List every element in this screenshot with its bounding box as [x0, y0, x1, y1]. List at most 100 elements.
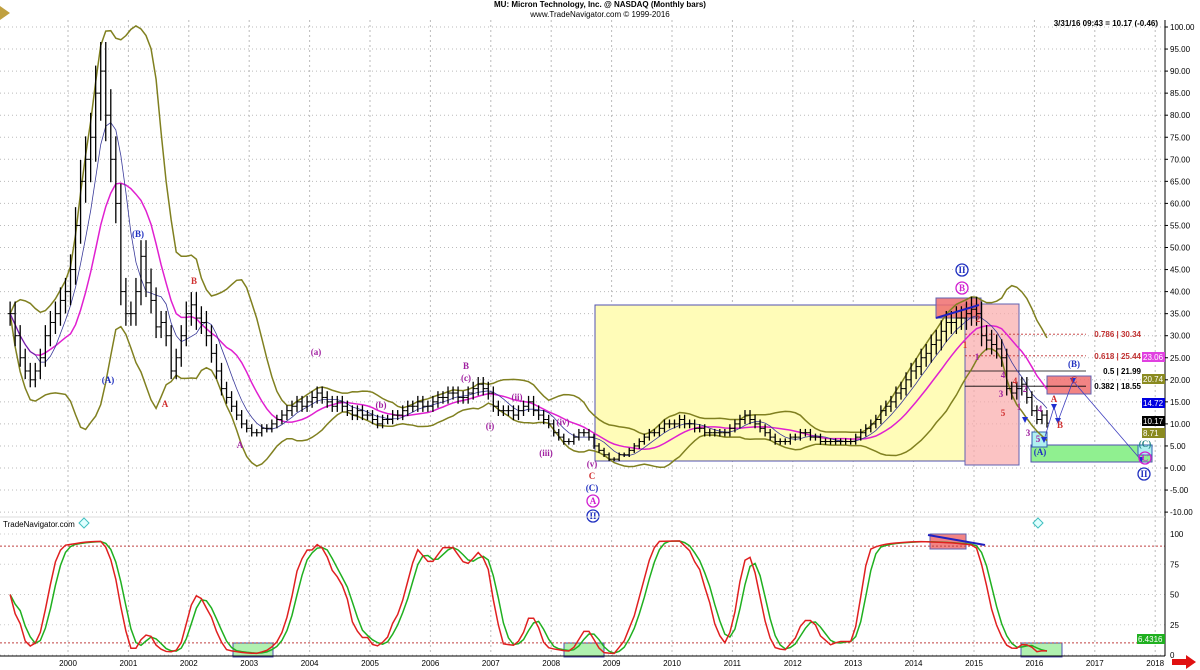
price-tag [1142, 374, 1165, 384]
y-tick-label: 15.00 [1170, 398, 1191, 407]
y-tick-label: 30.00 [1170, 332, 1191, 341]
y-tick-label: 35.00 [1170, 310, 1191, 319]
x-tick-label: 2005 [361, 659, 379, 668]
diamond-marker-icon [1032, 517, 1044, 529]
x-tick-label: 2011 [724, 659, 742, 668]
wave-label: (A) [102, 375, 115, 385]
x-tick-label: 2009 [603, 659, 621, 668]
arrow-head-icon [1051, 404, 1057, 410]
wave-label: B [463, 361, 469, 371]
stoch-tick-label: 100 [1170, 530, 1184, 539]
y-tick-label: 25.00 [1170, 354, 1191, 363]
wave-label-circle [955, 281, 969, 295]
y-tick-label: 70.00 [1170, 155, 1191, 164]
price-tag [1142, 352, 1165, 362]
price-tag [1142, 398, 1165, 408]
x-tick-label: 2015 [965, 659, 983, 668]
wave-label: (iii) [539, 448, 553, 458]
stoch-tick-label: 50 [1170, 591, 1179, 600]
price-tag-label: 23.06 [1143, 353, 1164, 362]
wave-label-circle [586, 509, 600, 523]
wave-label: A [162, 399, 169, 409]
annotation-box [1137, 444, 1153, 456]
x-tick-label: 2006 [422, 659, 440, 668]
wave-label: C [589, 471, 596, 481]
x-tick-label: 2007 [482, 659, 500, 668]
y-tick-label: 60.00 [1170, 199, 1191, 208]
wave-label: (C) [586, 483, 599, 493]
stoch-tick-label: 0 [1170, 651, 1175, 660]
fib-label: 0.786 | 30.34 [1094, 330, 1141, 339]
wave-label-circle [955, 263, 969, 277]
wave-label: II [958, 265, 966, 275]
bollinger-upper [9, 24, 1048, 436]
x-tick-label: 2014 [905, 659, 923, 668]
y-tick-label: 5.00 [1170, 442, 1186, 451]
x-tick-label: 2002 [180, 659, 198, 668]
stochastic-k-line [9, 540, 1047, 655]
wave-label: A [590, 496, 597, 506]
y-tick-label: 55.00 [1170, 221, 1191, 230]
x-tick-label: 2001 [120, 659, 138, 668]
fib-label: 0.382 | 18.55 [1094, 382, 1141, 391]
wave-label: (v) [587, 459, 598, 469]
x-tick-label: 2017 [1086, 659, 1104, 668]
wave-label-circle [1137, 467, 1151, 481]
wave-label: (iv) [557, 417, 570, 427]
arrow-head-icon [1022, 417, 1028, 423]
y-tick-label: 100.00 [1170, 23, 1195, 32]
annotation-box [1030, 444, 1153, 463]
wave-label: 5 [1001, 408, 1006, 418]
brand-label: TradeNavigator.com [3, 520, 75, 529]
x-tick-label: 2012 [784, 659, 802, 668]
y-tick-label: 0.00 [1170, 464, 1186, 473]
wave-label: B [191, 276, 197, 286]
x-tick-label: 2008 [542, 659, 560, 668]
fib-label: 0.5 | 21.99 [1103, 367, 1141, 376]
wave-label: (b) [376, 400, 387, 410]
trend-line [935, 304, 980, 319]
chart-title: MU: Micron Technology, Inc. @ NASDAQ (Mo… [494, 0, 706, 9]
wave-label: (a) [311, 347, 322, 357]
last-quote: 3/31/16 09:43 = 10.17 (-0.46) [1053, 19, 1158, 28]
wave-label: 2 [976, 314, 981, 324]
x-tick-label: 2016 [1026, 659, 1044, 668]
x-tick-label: 2000 [59, 659, 77, 668]
wave-label: II [1140, 469, 1148, 479]
wave-label: 4 [1038, 404, 1043, 414]
chart-subtitle: www.TradeNavigator.com © 1999-2016 [530, 10, 670, 19]
stoch-value-label: 6.4316 [1138, 635, 1163, 644]
y-tick-label: 10.00 [1170, 420, 1191, 429]
arrow-right-icon[interactable] [1172, 655, 1196, 669]
wave-label: B [959, 283, 965, 293]
wave-label: (c) [461, 373, 471, 383]
wave-label: (A) [1034, 447, 1047, 457]
y-tick-label: 85.00 [1170, 89, 1191, 98]
wave-label: 4 [1013, 376, 1018, 386]
wave-label: 1 [963, 340, 968, 350]
y-tick-label: 40.00 [1170, 288, 1191, 297]
wave-label: (C) [1139, 439, 1152, 449]
price-tag [1142, 428, 1165, 438]
y-tick-label: 95.00 [1170, 45, 1191, 54]
stoch-tick-label: 75 [1170, 560, 1179, 569]
price-tag-label: 10.17 [1143, 417, 1164, 426]
wave-label: 4 [1001, 370, 1006, 380]
y-tick-label: -5.00 [1170, 486, 1189, 495]
price-tag [1142, 416, 1165, 426]
trend-line [927, 534, 986, 546]
arrow-head-icon [1041, 437, 1047, 443]
wave-label: 3 [1026, 428, 1031, 438]
logo-icon [0, 6, 10, 20]
y-tick-label: 80.00 [1170, 111, 1191, 120]
wave-label: 1 [975, 352, 980, 362]
stoch-value-tag [1137, 634, 1165, 644]
y-tick-label: 65.00 [1170, 177, 1191, 186]
price-tag-label: 14.72 [1143, 399, 1164, 408]
x-tick-label: 2010 [663, 659, 681, 668]
wave-label: A [1051, 394, 1058, 404]
y-tick-label: 45.00 [1170, 266, 1191, 275]
wave-label: II [589, 511, 597, 521]
wave-label: C [1071, 375, 1078, 385]
